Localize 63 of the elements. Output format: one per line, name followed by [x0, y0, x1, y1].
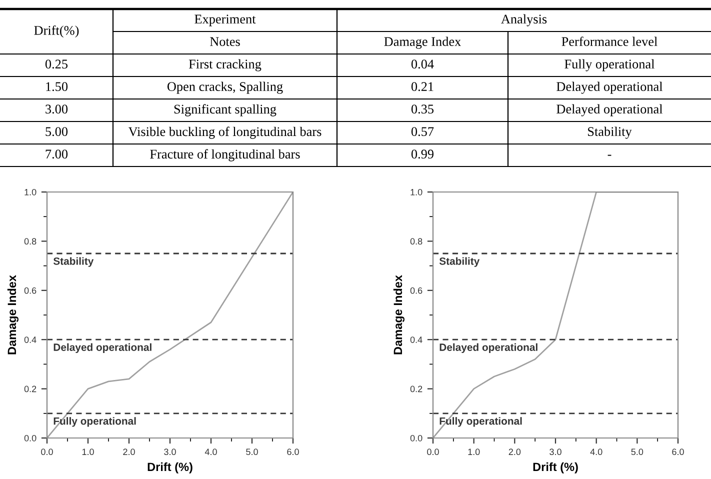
text: 0.04	[411, 60, 434, 69]
text: Analysis	[501, 14, 547, 26]
x-tick-label: 1.0	[82, 448, 94, 456]
x-tick-label: 0.0	[427, 448, 439, 456]
text: 3.00	[46, 104, 68, 114]
x-tick-label: 5.0	[246, 448, 258, 456]
ref-line-label: Fully operational	[54, 417, 136, 427]
text: Visible buckling of longitudinal bars	[128, 126, 322, 139]
text: 0.99	[411, 150, 434, 159]
text: -	[608, 154, 612, 156]
text: 0.21	[411, 82, 434, 92]
text: Open cracks, Spalling	[167, 82, 283, 94]
y-tick-label: 1.0	[410, 188, 422, 196]
text: 1.50	[46, 82, 68, 92]
y-tick-label: 1.0	[24, 188, 36, 196]
x-tick-label: 6.0	[672, 448, 684, 456]
text: Experiment	[194, 14, 256, 26]
line-series	[47, 192, 293, 438]
text: Notes	[210, 37, 240, 46]
text: First cracking	[188, 59, 262, 72]
text: Delayed operational	[556, 82, 663, 94]
text: 0.57	[411, 127, 434, 136]
y-tick-label: 0.0	[410, 434, 422, 442]
text: Significant spalling	[174, 104, 276, 116]
ref-line-label: Delayed operational	[440, 343, 538, 353]
text: 5.00	[46, 127, 68, 136]
x-axis-title: Drift (%)	[533, 462, 578, 474]
y-tick-label: 0.4	[410, 336, 422, 343]
x-tick-label: 2.0	[508, 448, 521, 456]
y-tick-label: 0.4	[24, 336, 36, 343]
x-tick-label: 3.0	[164, 448, 176, 456]
text: 7.00	[46, 150, 68, 159]
y-tick-label: 0.8	[410, 238, 422, 245]
text: Performance level	[562, 36, 658, 46]
x-tick-label: 6.0	[287, 448, 299, 456]
y-tick-label: 0.2	[24, 386, 36, 392]
y-tick-label: 0.6	[24, 287, 36, 294]
ref-line-label: Delayed operational	[54, 343, 152, 353]
x-tick-label: 2.0	[123, 448, 135, 456]
text: Damage Index	[384, 36, 461, 49]
x-tick-label: 4.0	[590, 448, 602, 456]
ref-line-label: Stability	[439, 257, 480, 267]
x-tick-label: 0.0	[41, 448, 53, 456]
y-tick-label: 0.0	[24, 434, 36, 442]
ref-line-label: Fully operational	[440, 417, 522, 427]
y-tick-label: 0.6	[410, 287, 422, 294]
x-tick-label: 1.0	[468, 448, 480, 456]
text: Fracture of longitudinal bars	[150, 149, 300, 162]
text: 0.35	[411, 104, 434, 114]
text: Fully operational	[564, 59, 654, 72]
x-axis-title: Drift (%)	[148, 462, 192, 474]
x-tick-label: 5.0	[631, 448, 644, 456]
text: Delayed operational	[556, 104, 663, 116]
x-tick-label: 3.0	[550, 448, 562, 456]
text: Stability	[588, 126, 632, 139]
y-tick-label: 0.8	[24, 238, 36, 245]
ref-line-label: Stability	[53, 257, 94, 267]
text: Drift(%)	[34, 25, 79, 38]
y-tick-label: 0.2	[410, 386, 422, 392]
y-axis-title: Damage Index	[393, 275, 404, 354]
text: 0.25	[45, 60, 68, 69]
y-axis-title: Damage Index	[7, 275, 18, 354]
x-tick-label: 4.0	[204, 448, 217, 456]
